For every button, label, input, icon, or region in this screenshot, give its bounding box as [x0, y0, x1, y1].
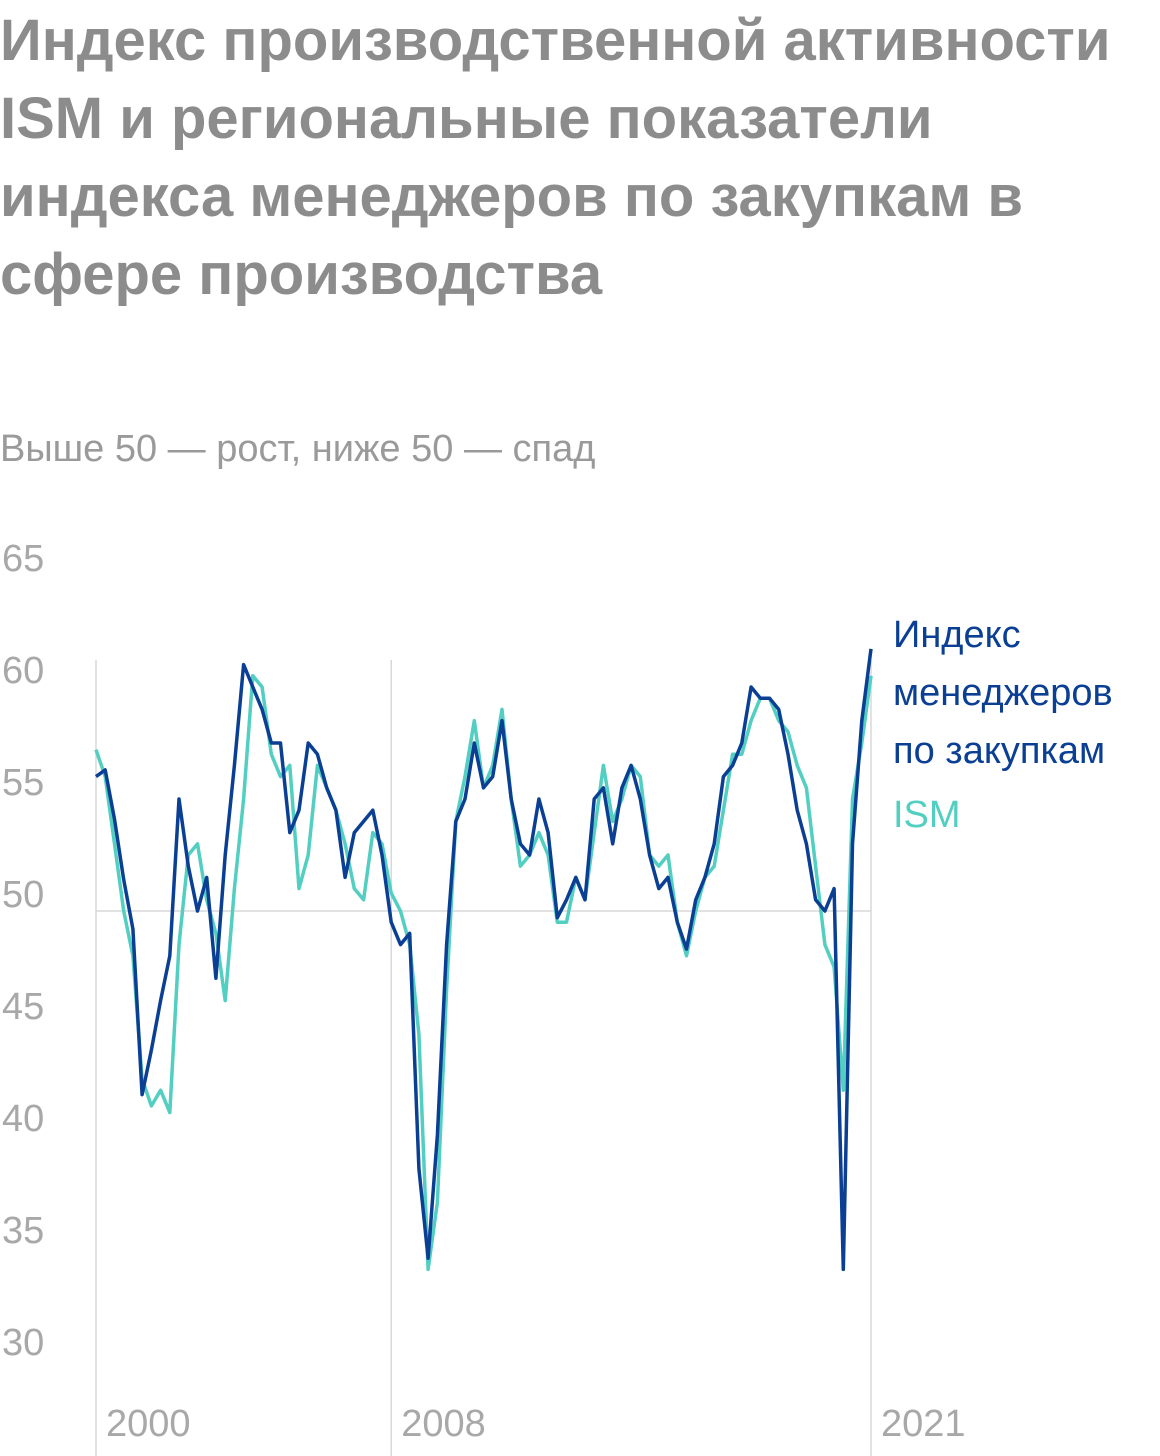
- x-tick-label: 2000: [106, 1403, 191, 1445]
- y-tick-label: 65: [2, 538, 44, 580]
- series-line: [94, 648, 873, 1272]
- legend-entry: Индекс менеджеров по закупкам: [893, 614, 1113, 772]
- y-tick-label: 30: [2, 1322, 44, 1364]
- y-tick-label: 35: [2, 1210, 44, 1252]
- y-tick-label: 50: [2, 874, 44, 916]
- y-tick-label: 60: [2, 650, 44, 692]
- legend-entry: ISM: [893, 794, 961, 836]
- y-tick-label: 55: [2, 762, 44, 804]
- y-tick-label: 45: [2, 986, 44, 1028]
- series-line: [94, 674, 873, 1272]
- chart-subtitle: Выше 50 — рост, ниже 50 — спад: [0, 428, 596, 470]
- chart-title: Индекс производственной активности ISM и…: [0, 8, 1111, 307]
- y-tick-label: 40: [2, 1098, 44, 1140]
- x-tick-label: 2008: [401, 1403, 486, 1445]
- x-tick-label: 2021: [881, 1403, 966, 1445]
